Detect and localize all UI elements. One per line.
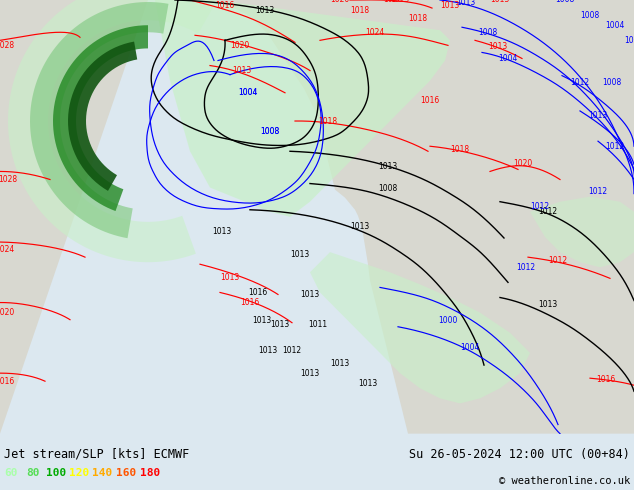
Text: 1018: 1018 [450, 145, 470, 154]
Text: 1012: 1012 [571, 78, 590, 87]
Polygon shape [8, 0, 218, 262]
Text: 1013: 1013 [301, 368, 320, 378]
Text: 140: 140 [92, 468, 112, 478]
Text: 120: 120 [69, 468, 89, 478]
Text: 1020: 1020 [0, 308, 15, 317]
Text: 1013: 1013 [456, 0, 476, 6]
Text: 1013: 1013 [351, 222, 370, 231]
Polygon shape [53, 25, 148, 211]
Text: 1008: 1008 [555, 0, 574, 4]
Text: 1004: 1004 [605, 21, 624, 30]
Text: 1013: 1013 [588, 112, 607, 121]
Text: 1008: 1008 [261, 126, 280, 136]
Text: 1012: 1012 [531, 202, 550, 211]
Text: © weatheronline.co.uk: © weatheronline.co.uk [499, 476, 630, 486]
Text: 1016: 1016 [420, 97, 439, 105]
Text: 160: 160 [116, 468, 136, 478]
Text: 1016: 1016 [240, 298, 260, 307]
Text: 1008: 1008 [378, 184, 398, 193]
Text: 1024: 1024 [365, 28, 385, 37]
Text: 1016: 1016 [597, 375, 616, 384]
Polygon shape [30, 2, 169, 238]
Text: 1016: 1016 [216, 0, 235, 9]
Text: 1000: 1000 [624, 36, 634, 45]
Text: 1016: 1016 [249, 288, 268, 297]
Text: 1008: 1008 [602, 78, 621, 87]
Polygon shape [310, 252, 530, 403]
Polygon shape [0, 0, 634, 434]
Text: 1004: 1004 [238, 88, 257, 98]
Text: 1013: 1013 [301, 290, 320, 299]
Text: 1004: 1004 [460, 343, 480, 352]
Text: 1020: 1020 [514, 159, 533, 168]
Text: 1012: 1012 [605, 142, 624, 151]
Text: 1013: 1013 [441, 0, 460, 9]
Text: 1012: 1012 [538, 207, 557, 216]
Text: Su 26-05-2024 12:00 UTC (00+84): Su 26-05-2024 12:00 UTC (00+84) [409, 448, 630, 461]
Text: 1013: 1013 [233, 66, 252, 75]
Text: 1008: 1008 [261, 126, 280, 136]
Text: 1013: 1013 [252, 316, 271, 325]
Text: 1013: 1013 [538, 300, 558, 309]
Text: 1024: 1024 [0, 245, 15, 254]
Text: 1013: 1013 [270, 320, 290, 329]
Text: 1013: 1013 [212, 227, 231, 237]
Text: 1018: 1018 [318, 117, 337, 125]
Text: 1020: 1020 [330, 0, 349, 4]
Text: 1028: 1028 [0, 41, 15, 50]
Text: 1013: 1013 [378, 162, 398, 171]
Text: 1016: 1016 [0, 377, 15, 386]
Text: 1018: 1018 [351, 5, 370, 15]
Text: 1012: 1012 [282, 346, 302, 355]
Text: 1013: 1013 [488, 42, 508, 51]
Polygon shape [68, 42, 137, 191]
Text: 1004: 1004 [238, 88, 257, 98]
Text: 1013: 1013 [330, 359, 349, 368]
Text: 1028: 1028 [0, 175, 18, 184]
Text: 180: 180 [140, 468, 160, 478]
Text: 80: 80 [26, 468, 39, 478]
Text: 1018: 1018 [408, 14, 427, 23]
Text: 1015: 1015 [391, 0, 410, 4]
Text: 100: 100 [46, 468, 66, 478]
Text: 1012: 1012 [548, 256, 567, 265]
Polygon shape [155, 0, 450, 217]
Text: Jet stream/SLP [kts] ECMWF: Jet stream/SLP [kts] ECMWF [4, 448, 190, 461]
Text: 60: 60 [4, 468, 18, 478]
Text: 1013: 1013 [358, 379, 378, 388]
Text: 1004: 1004 [498, 54, 518, 63]
Text: 1012: 1012 [588, 187, 607, 196]
Polygon shape [530, 196, 634, 267]
Text: 1013: 1013 [221, 273, 240, 282]
Text: 1028: 1028 [384, 0, 403, 4]
Text: 1013: 1013 [256, 5, 275, 15]
Text: 1013: 1013 [490, 0, 510, 4]
Text: 1011: 1011 [308, 320, 328, 329]
Text: 1012: 1012 [517, 263, 536, 272]
Text: 1020: 1020 [230, 41, 250, 50]
Text: 1000: 1000 [438, 316, 458, 325]
Text: 1013: 1013 [259, 346, 278, 355]
Text: 1013: 1013 [290, 249, 309, 259]
Text: 1008: 1008 [580, 11, 600, 20]
Text: 1008: 1008 [479, 28, 498, 37]
